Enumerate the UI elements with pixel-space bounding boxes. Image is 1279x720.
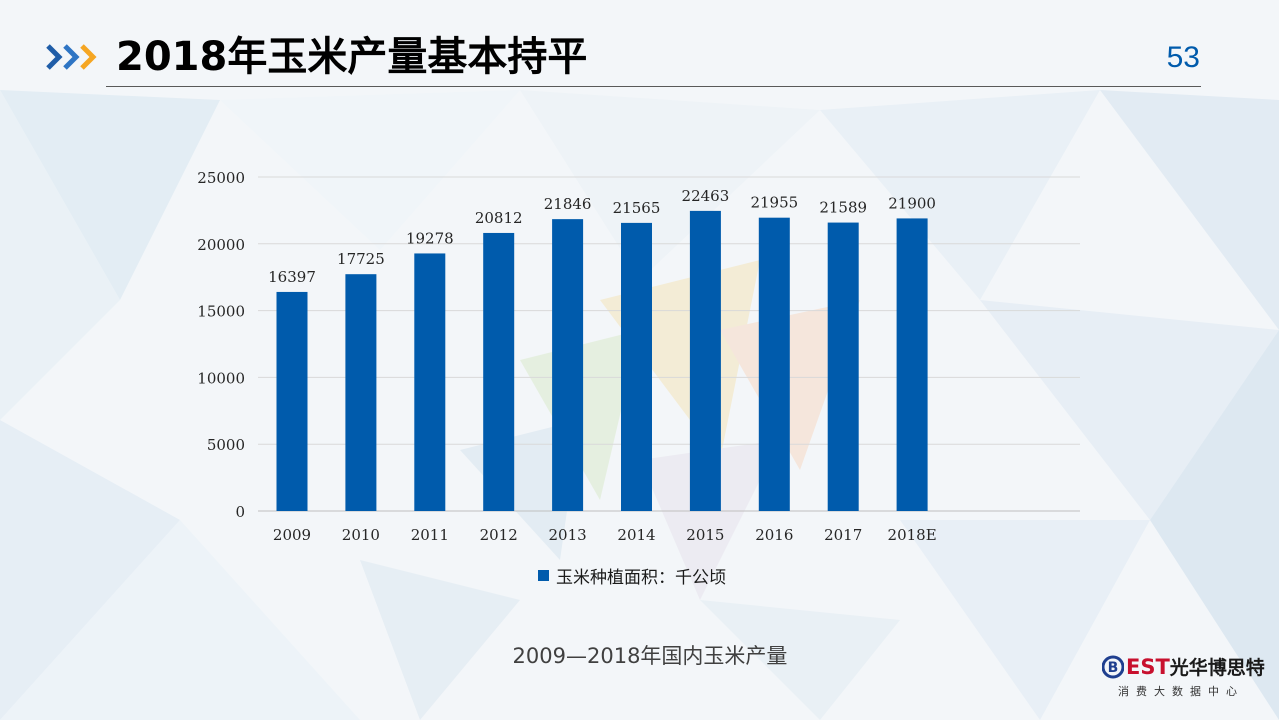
bar [276,291,308,511]
chart-legend: 玉米种植面积：千公顷 [538,563,726,588]
page-title: 2018年玉米产量基本持平 [116,34,588,80]
x-tick-label: 2010 [342,526,380,544]
logo-wordmark: EST光华博思特 [1126,652,1265,683]
bar [827,222,859,511]
data-label: 17725 [337,250,385,268]
bar [552,219,584,511]
bar [621,222,652,511]
chart-caption: 2009—2018年国内玉米产量 [512,644,788,668]
data-label: 21900 [888,194,936,212]
x-tick-label: 2018E [888,526,937,544]
logo-subtitle: 消费大数据中心 [1118,685,1244,698]
bar [896,218,928,511]
y-tick-label: 5000 [207,436,245,454]
logo-name: 光华博思特 [1169,657,1265,679]
data-label: 21955 [750,194,798,212]
x-tick-label: 2016 [755,526,793,544]
chevrons-icon [46,44,97,70]
y-tick-label: 25000 [197,169,245,187]
bar [689,210,721,511]
logo-est: EST [1126,655,1170,679]
x-tick-label: 2009 [273,526,311,544]
legend-label: 玉米种植面积：千公顷 [556,567,726,588]
y-tick-label: 20000 [197,236,245,254]
y-tick-label: 0 [235,503,245,521]
legend-swatch [538,569,549,581]
data-label: 21565 [613,199,661,217]
x-tick-label: 2015 [686,526,724,544]
page-number: 53 [1166,41,1200,74]
data-label: 19278 [406,229,454,247]
bar [758,217,790,511]
x-tick-label: 2017 [824,526,862,544]
x-tick-label: 2011 [411,526,449,544]
x-tick-label: 2012 [480,526,518,544]
bar [483,232,515,512]
bar [345,274,377,511]
data-label: 21589 [819,199,867,217]
data-label: 16397 [268,268,316,286]
header-divider [106,86,1201,87]
y-tick-label: 15000 [197,303,245,321]
logo-letter: B [1108,660,1119,676]
y-tick-label: 10000 [197,369,245,387]
logo-mark-icon: B [1102,655,1124,679]
data-label: 22463 [682,187,730,205]
data-label: 21846 [544,195,592,213]
data-label: 20812 [475,209,523,227]
brand-logo: B EST光华博思特 消费大数据中心 [1102,652,1265,704]
x-tick-label: 2014 [617,526,655,544]
bar [414,253,446,511]
x-tick-label: 2013 [549,526,587,544]
